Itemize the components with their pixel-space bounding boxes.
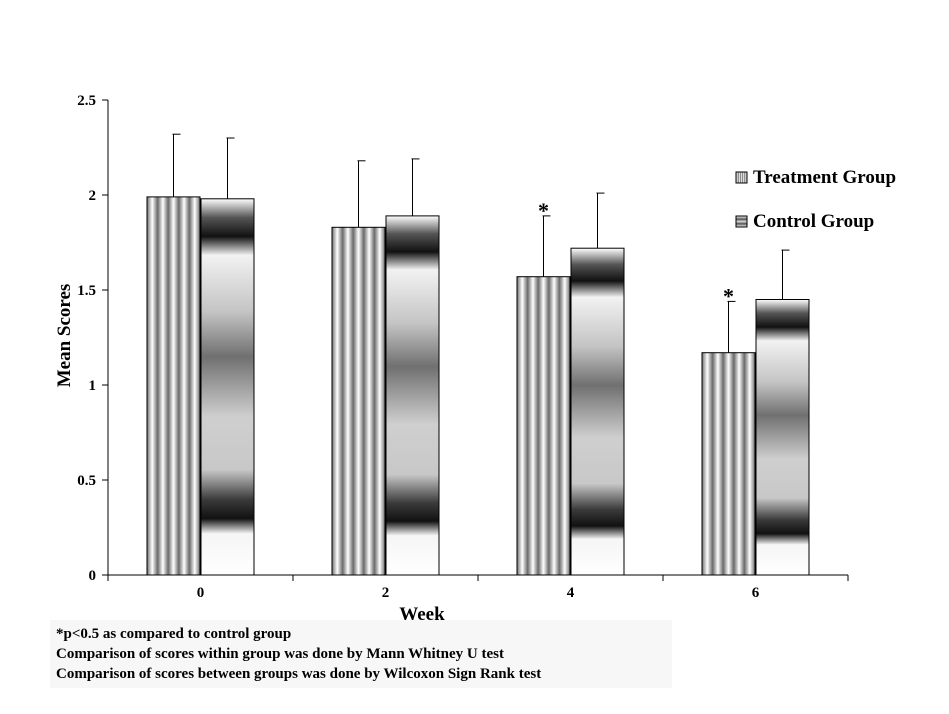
legend-label: Control Group [753, 211, 874, 232]
error-bars [172, 133, 790, 353]
footnote-within-group: Comparison of scores within group was do… [56, 646, 504, 662]
y-tick-label: 1.5 [77, 283, 96, 299]
significance-marker: * [538, 198, 549, 223]
footnote-between-groups: Comparison of scores between groups was … [56, 666, 542, 682]
control-bar [200, 198, 255, 576]
control-bar [755, 299, 810, 576]
x-tick-label: 2 [382, 585, 390, 601]
legend: Treatment Group Control Group [735, 167, 896, 232]
legend-swatch [735, 215, 748, 228]
footnotes: *p<0.5 as compared to control group Comp… [50, 620, 672, 688]
tick-labels: 0 0.5 1 1.5 2 2.5 0 2 4 6 * * Week Mean Scores [54, 93, 760, 625]
x-tick-label: 0 [197, 585, 205, 601]
legend-swatch [735, 171, 748, 184]
x-tick-label: 4 [567, 585, 575, 601]
bars [146, 196, 810, 576]
significance-marker: * [723, 283, 734, 308]
x-axis-title: Week [399, 604, 445, 625]
legend-control: Control Group [735, 211, 874, 232]
control-bar [385, 215, 440, 576]
y-tick-label: 2.5 [77, 93, 96, 109]
y-tick-label: 2 [89, 188, 97, 204]
footnote-significance: *p<0.5 as compared to control group [56, 626, 292, 642]
y-tick-label: 0.5 [77, 473, 96, 489]
control-bar [570, 247, 625, 576]
treatment-bar [146, 196, 201, 576]
y-axis-title: Mean Scores [54, 284, 75, 388]
y-tick-label: 0 [89, 568, 97, 584]
y-tick-label: 1 [89, 378, 97, 394]
legend-label: Treatment Group [753, 167, 896, 188]
x-tick-label: 6 [752, 585, 760, 601]
treatment-bar [701, 352, 756, 576]
treatment-bar [516, 276, 571, 576]
legend-treatment: Treatment Group [735, 167, 896, 188]
treatment-bar [331, 226, 386, 576]
